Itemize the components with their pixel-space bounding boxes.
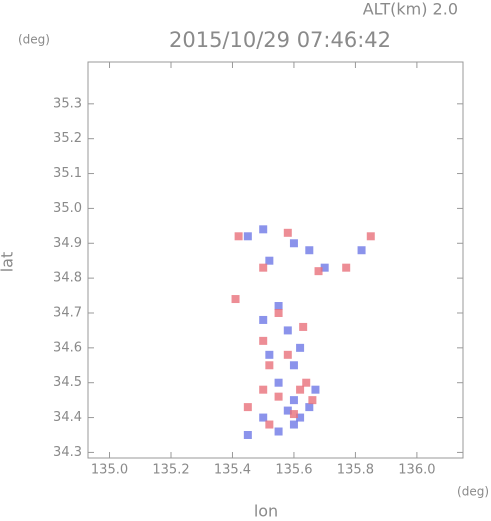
radar-cell: [265, 350, 274, 359]
y-tick-label: 34.3: [53, 445, 82, 460]
radar-cell: [274, 378, 283, 387]
radar-cell: [296, 385, 305, 394]
y-tick-label: 34.7: [53, 305, 82, 320]
radar-cell: [305, 403, 314, 412]
x-tick-label: 135.6: [275, 463, 312, 478]
radar-cell: [265, 361, 274, 370]
radar-cell: [283, 406, 292, 415]
y-tick-label: 35.1: [53, 166, 82, 181]
y-axis-label: lat: [0, 252, 17, 273]
radar-cell: [234, 232, 243, 241]
x-tick-label: 135.4: [214, 463, 251, 478]
y-tick-label: 34.6: [53, 340, 82, 355]
radar-cell: [314, 267, 323, 276]
radar-cell: [289, 410, 298, 419]
radar-cell: [357, 246, 366, 255]
radar-cell: [305, 246, 314, 255]
radar-cell: [259, 263, 268, 272]
radar-cell: [274, 427, 283, 436]
radar-cell: [289, 396, 298, 405]
radar-cell: [265, 420, 274, 429]
y-tick-label: 35.0: [53, 201, 82, 216]
radar-cell: [283, 350, 292, 359]
radar-cell: [296, 413, 305, 422]
radar-cell: [243, 403, 252, 412]
radar-cell: [311, 385, 320, 394]
plot-frame: [87, 61, 464, 459]
x-tick-label: 135.0: [91, 463, 128, 478]
radar-cell: [299, 322, 308, 331]
radar-cell: [283, 228, 292, 237]
radar-cell: [231, 295, 240, 304]
radar-cell: [283, 326, 292, 335]
radar-cell: [289, 361, 298, 370]
altitude-label: ALT(km) 2.0: [363, 0, 458, 19]
y-tick-label: 34.9: [53, 236, 82, 251]
radar-cell: [274, 392, 283, 401]
radar-cell: [243, 232, 252, 241]
radar-cell: [274, 308, 283, 317]
radar-cell: [289, 239, 298, 248]
radar-cell: [342, 263, 351, 272]
radar-cell: [259, 225, 268, 234]
radar-cell: [259, 385, 268, 394]
radar-cell: [243, 430, 252, 439]
y-unit: (deg): [18, 33, 50, 47]
radar-cell: [259, 336, 268, 345]
radar-cell: [274, 302, 283, 311]
x-unit: (deg): [457, 485, 489, 499]
y-tick-label: 35.2: [53, 131, 82, 146]
y-tick-label: 34.4: [53, 410, 82, 425]
x-axis-label: lon: [254, 502, 278, 521]
x-tick-label: 135.2: [152, 463, 189, 478]
chart-title: 2015/10/29 07:46:42: [169, 28, 391, 52]
radar-cell: [302, 378, 311, 387]
y-tick-label: 34.8: [53, 271, 82, 286]
x-tick-label: 136.0: [398, 463, 435, 478]
radar-cell: [265, 256, 274, 265]
radar-cell: [289, 420, 298, 429]
radar-cell: [296, 343, 305, 352]
radar-cell: [366, 232, 375, 241]
radar-cell: [320, 263, 329, 272]
x-tick-label: 135.8: [337, 463, 374, 478]
radar-cell: [259, 413, 268, 422]
y-tick-label: 34.5: [53, 375, 82, 390]
radar-cell: [259, 315, 268, 324]
radar-cell: [308, 396, 317, 405]
y-tick-label: 35.3: [53, 96, 82, 111]
